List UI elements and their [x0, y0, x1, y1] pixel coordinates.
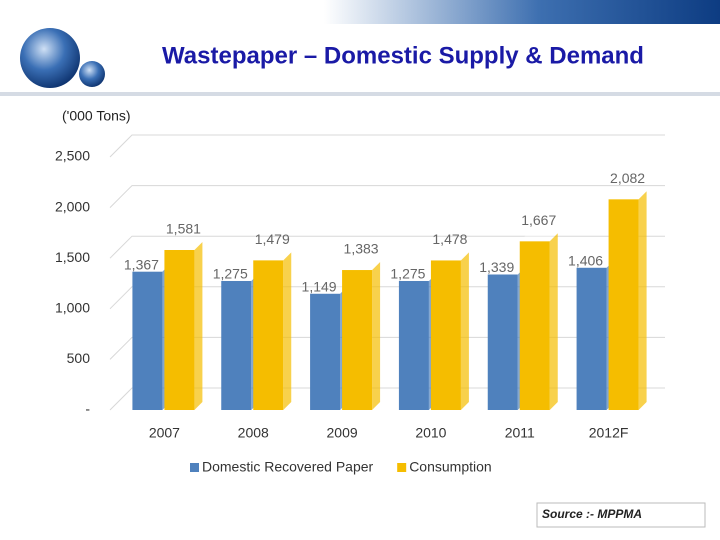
- bar-top: [398, 272, 437, 281]
- bar-side: [283, 252, 292, 410]
- bar: [310, 293, 341, 410]
- value-label: 1,667: [521, 212, 556, 228]
- bar-top: [342, 262, 381, 271]
- bar-side: [549, 233, 558, 410]
- value-label: 1,478: [432, 231, 467, 247]
- x-tick-label: 2007: [149, 425, 180, 441]
- grid-line: [109, 387, 665, 411]
- bar-top: [608, 191, 647, 200]
- value-label: 1,479: [255, 231, 290, 247]
- bar-top: [132, 263, 171, 272]
- value-label: 2,082: [610, 170, 645, 186]
- bar: [164, 250, 195, 410]
- source-box: [536, 502, 706, 528]
- header-band: [0, 0, 720, 24]
- legend-label: Consumption: [409, 459, 492, 475]
- bar: [253, 260, 284, 410]
- value-label: 1,275: [390, 266, 425, 282]
- bar: [398, 280, 429, 410]
- x-tick-label: 2009: [327, 425, 358, 441]
- grid-line: [109, 134, 665, 158]
- y-tick-label: 1,500: [55, 249, 90, 265]
- slide-title: Wastepaper – Domestic Supply & Demand: [162, 42, 644, 69]
- plot: - 500 1,000 1,500 2,000 2,500 2007 1,367 1,581 20…: [55, 134, 665, 475]
- bar-top: [253, 252, 292, 261]
- bar-side: [372, 262, 381, 410]
- bar: [221, 280, 252, 410]
- value-label: 1,149: [302, 278, 337, 294]
- bar-top: [164, 242, 203, 251]
- header-rule: [0, 92, 720, 96]
- bar-top: [519, 233, 558, 242]
- value-label: 1,275: [213, 266, 248, 282]
- value-label: 1,406: [568, 252, 603, 268]
- bar: [576, 267, 607, 410]
- value-label: 1,581: [166, 221, 201, 237]
- source: Source :- MPPMA: [542, 507, 642, 521]
- logo: [20, 28, 80, 88]
- bar-top: [576, 259, 615, 268]
- legend-swatch: [190, 463, 199, 472]
- bar-top: [221, 272, 260, 281]
- y-tick-label: 2,500: [55, 148, 90, 164]
- value-label: 1,383: [344, 241, 379, 257]
- bar-side: [638, 191, 647, 410]
- y-tick-label: 2,000: [55, 198, 90, 214]
- bar-side: [194, 242, 203, 410]
- bar: [132, 271, 163, 410]
- x-tick-label: 2010: [415, 425, 446, 441]
- y-tick-label: -: [85, 401, 90, 417]
- bar: [342, 270, 373, 410]
- grid-line: [109, 235, 665, 259]
- bar-top: [430, 252, 469, 261]
- x-tick-label: 2011: [505, 425, 535, 441]
- bar: [487, 274, 518, 410]
- value-label: 1,367: [124, 256, 159, 272]
- bar: [519, 241, 550, 410]
- y-tick-label: 500: [67, 350, 91, 366]
- legend-label: Domestic Recovered Paper: [202, 459, 374, 475]
- bar-top: [310, 285, 349, 294]
- grid-line: [109, 336, 665, 360]
- x-tick-label: 2008: [238, 425, 269, 441]
- bar-side: [460, 252, 469, 410]
- y-tick-label: 1,000: [55, 300, 90, 316]
- x-tick-label: 2012F: [589, 425, 629, 441]
- grid-line: [109, 185, 665, 208]
- bar: [608, 199, 639, 410]
- legend-swatch: [397, 463, 407, 472]
- bar-top: [487, 266, 526, 275]
- bar: [430, 260, 461, 410]
- unit-label: ('000 Tons): [62, 108, 131, 124]
- value-label: 1,339: [479, 259, 514, 275]
- grid-line: [109, 286, 665, 310]
- logo-small: [79, 61, 105, 87]
